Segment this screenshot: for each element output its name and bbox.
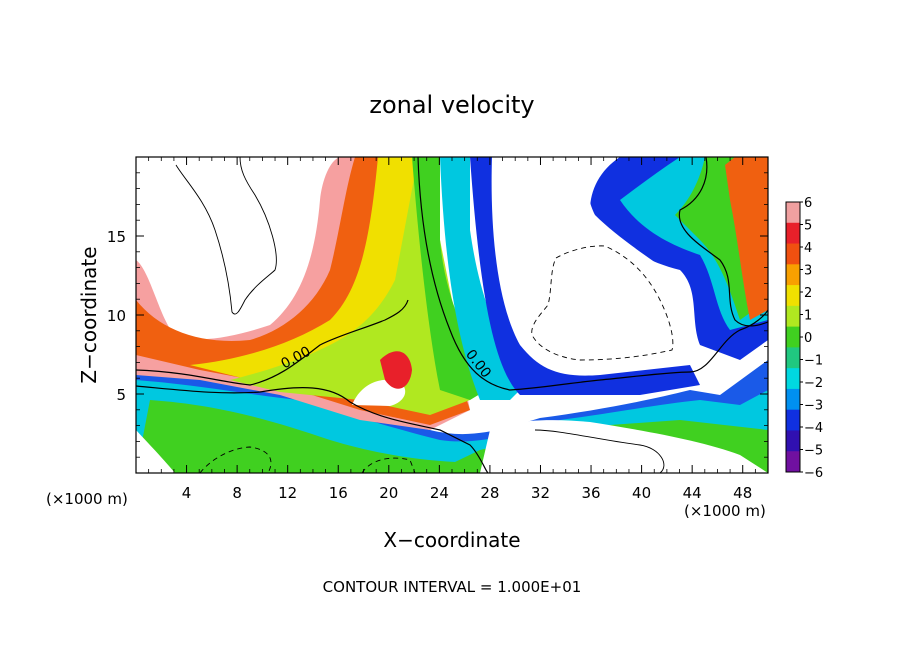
field-center-column-green bbox=[412, 157, 495, 400]
y-axis: 5 10 15 bbox=[107, 172, 768, 458]
colorbar-tick-label: −4 bbox=[804, 421, 823, 436]
field-upper-right-orange bbox=[725, 157, 768, 320]
x-tick-label: 8 bbox=[232, 484, 242, 502]
x-axis-label: X−coordinate bbox=[383, 528, 520, 552]
colorbar-swatch bbox=[786, 409, 800, 431]
colorbar-tick-label: 6 bbox=[804, 196, 812, 211]
x-tick-label: 32 bbox=[531, 484, 550, 502]
colorbar-swatch bbox=[786, 451, 800, 473]
field-upper-left-lime bbox=[230, 157, 470, 415]
colorbar-swatch bbox=[786, 368, 800, 390]
colorbar: 6 5 4 3 2 1 0 −1 −2 −3 −4 −5 −6 bbox=[785, 196, 823, 481]
colorbar-swatch bbox=[786, 285, 800, 307]
y-tick-label: 10 bbox=[107, 307, 126, 325]
y-tick-label: 5 bbox=[116, 386, 126, 404]
x-tick-label: 40 bbox=[632, 484, 651, 502]
colorbar-swatch bbox=[786, 388, 800, 411]
colorbar-tick-label: −1 bbox=[804, 354, 823, 369]
x-tick-label: 24 bbox=[430, 484, 449, 502]
colorbar-swatch bbox=[786, 305, 800, 328]
field-center-column-cyan bbox=[440, 157, 530, 400]
x-tick-label: 28 bbox=[480, 484, 499, 502]
x-tick-label: 48 bbox=[733, 484, 752, 502]
colorbar-tick-label: −6 bbox=[804, 466, 823, 481]
plot-area: 0.00 0.00 bbox=[136, 157, 768, 473]
field-white-lower-left bbox=[136, 430, 175, 473]
x-tick-label: 44 bbox=[683, 484, 702, 502]
x-tick-label: 4 bbox=[182, 484, 192, 502]
contour-interval-note: CONTOUR INTERVAL = 1.000E+01 bbox=[323, 578, 582, 596]
x-tick-label: 36 bbox=[581, 484, 600, 502]
contour-zero-right bbox=[678, 157, 768, 327]
contour-left-solid bbox=[175, 157, 277, 315]
colorbar-tick-label: 0 bbox=[804, 331, 812, 346]
colorbar-swatch bbox=[786, 243, 800, 265]
colorbar-swatch bbox=[786, 326, 800, 348]
colorbar-tick-label: 2 bbox=[804, 286, 812, 301]
x-unit-right: (×1000 m) bbox=[684, 502, 766, 520]
field-white-lower-right bbox=[480, 420, 768, 473]
field-center-column-blue bbox=[470, 157, 700, 395]
field-red-blob bbox=[380, 351, 412, 389]
y-axis-label: Z−coordinate bbox=[77, 246, 101, 383]
x-axis: 4 8 12 16 20 24 28 32 36 40 44 48 bbox=[148, 157, 769, 502]
contour-bottom-dashed bbox=[199, 446, 416, 473]
x-tick-label: 16 bbox=[329, 484, 348, 502]
field-white-right bbox=[492, 157, 688, 371]
colorbar-swatch bbox=[786, 264, 800, 286]
x-unit-left: (×1000 m) bbox=[46, 490, 128, 508]
colorbar-tick-label: −5 bbox=[804, 444, 823, 459]
chart-title: zonal velocity bbox=[369, 91, 534, 119]
y-tick-label: 15 bbox=[107, 228, 126, 246]
contour-zero-center bbox=[417, 157, 768, 391]
colorbar-tick-label: −3 bbox=[804, 399, 823, 414]
colorbar-tick-label: −2 bbox=[804, 376, 823, 391]
colorbar-tick-label: 3 bbox=[804, 264, 812, 279]
colorbar-tick-label: 5 bbox=[804, 219, 812, 234]
colorbar-swatch bbox=[786, 202, 800, 224]
contour-right-dashed bbox=[531, 245, 674, 361]
colorbar-tick-label: 4 bbox=[804, 241, 812, 256]
colorbar-swatch bbox=[786, 430, 800, 452]
contour-bottom-solid bbox=[534, 429, 665, 473]
colorbar-tick-label: 1 bbox=[804, 309, 812, 324]
colorbar-swatch bbox=[786, 347, 800, 369]
colorbar-swatch bbox=[786, 222, 800, 245]
x-tick-label: 12 bbox=[278, 484, 297, 502]
x-tick-label: 20 bbox=[379, 484, 398, 502]
contour-zero-left bbox=[136, 299, 489, 473]
